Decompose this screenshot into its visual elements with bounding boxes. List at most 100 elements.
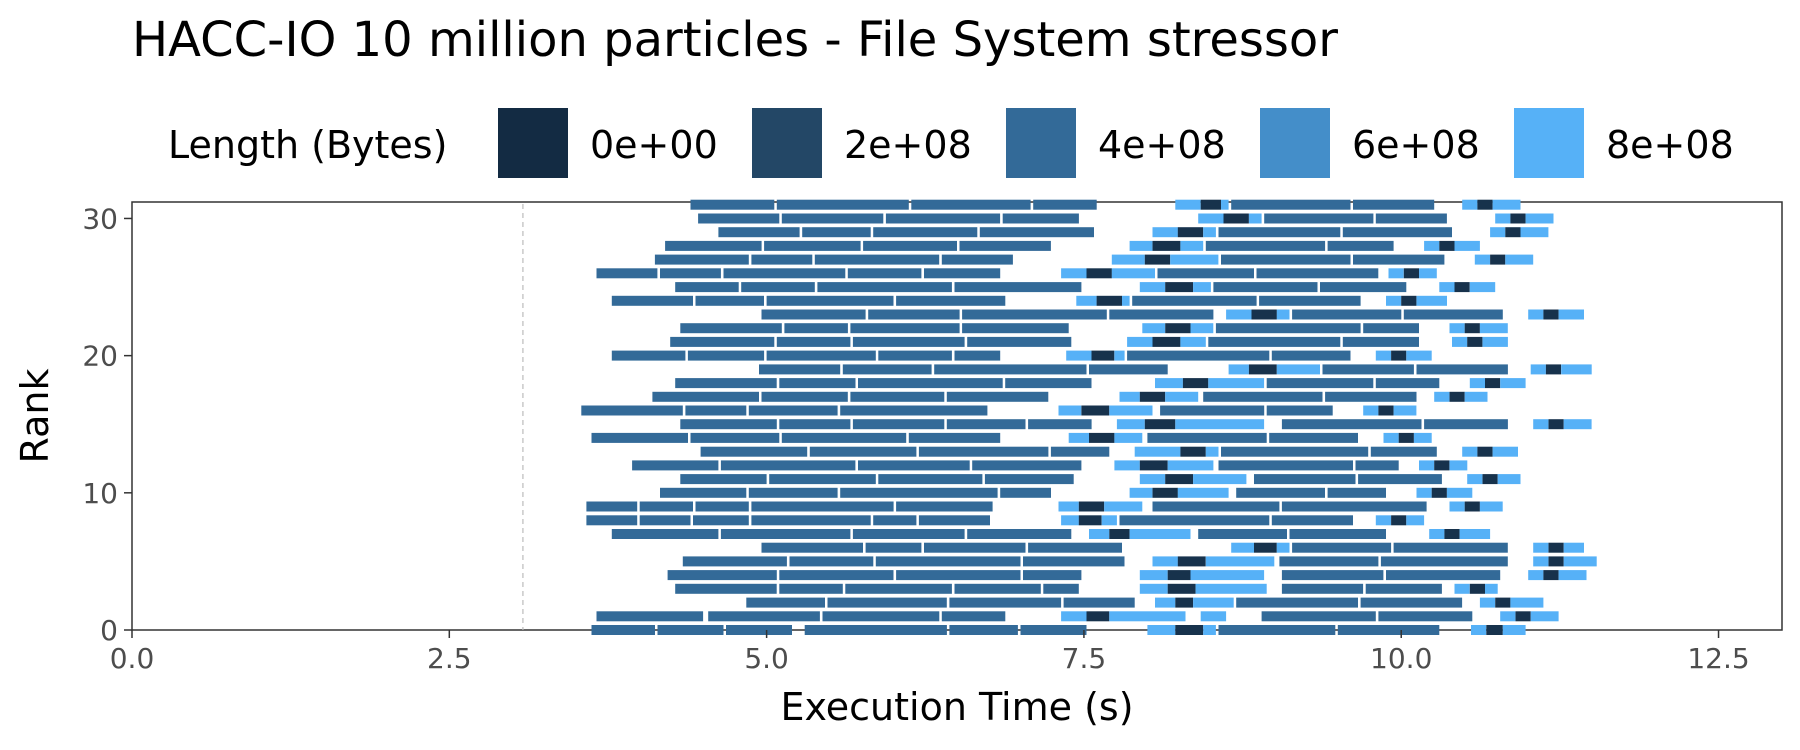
y-tick-label-3: 30 xyxy=(82,202,118,235)
bar-rank-3-12 xyxy=(1485,583,1498,594)
bar-rank-24-7 xyxy=(1132,295,1257,306)
bar-rank-21-5 xyxy=(1152,336,1181,347)
bar-rank-2-7 xyxy=(1236,597,1358,608)
bar-rank-30-9 xyxy=(1495,213,1511,224)
bar-rank-7-10 xyxy=(1444,529,1460,539)
bar-rank-29-8 xyxy=(1342,227,1452,238)
bar-rank-12-4 xyxy=(1114,460,1140,471)
bar-rank-29-5 xyxy=(1177,227,1204,238)
bar-rank-5-3 xyxy=(1023,556,1125,567)
bar-rank-13-11 xyxy=(1492,446,1518,457)
bar-rank-9-2 xyxy=(695,501,749,512)
bar-rank-22-5 xyxy=(1165,323,1191,334)
bar-rank-28-7 xyxy=(1205,240,1326,251)
bar-rank-5-8 xyxy=(1380,556,1508,567)
bar-rank-0-0 xyxy=(591,625,655,635)
bar-rank-26-12 xyxy=(1419,268,1437,279)
bar-rank-4-3 xyxy=(1023,570,1082,581)
bar-rank-11-11 xyxy=(1497,474,1521,485)
y-tick-label-2: 20 xyxy=(82,340,118,373)
bar-rank-2-5 xyxy=(1175,597,1194,608)
bar-rank-26-11 xyxy=(1403,268,1419,279)
bar-rank-16-7 xyxy=(1160,405,1265,416)
bar-rank-3-4 xyxy=(1043,583,1079,594)
bar-rank-24-3 xyxy=(896,295,1006,306)
bar-rank-9-9 xyxy=(1281,501,1427,512)
legend-title: Length (Bytes) xyxy=(168,123,447,167)
bar-rank-16-10 xyxy=(1378,405,1394,416)
bar-rank-15-5 xyxy=(1116,419,1145,430)
bar-rank-14-7 xyxy=(1147,432,1267,443)
bar-rank-9-3 xyxy=(751,501,894,512)
bar-rank-27-3 xyxy=(941,254,1013,265)
bar-rank-5-6 xyxy=(1205,556,1275,567)
bar-rank-21-11 xyxy=(1482,336,1508,347)
bar-rank-23-7 xyxy=(1292,309,1402,320)
bar-rank-28-9 xyxy=(1424,240,1440,251)
x-tick-label-4: 10.0 xyxy=(1370,642,1432,675)
bar-rank-1-0 xyxy=(596,611,704,622)
bar-rank-17-0 xyxy=(652,391,759,402)
bar-rank-11-6 xyxy=(1193,474,1247,485)
bar-rank-18-4 xyxy=(1155,378,1183,389)
bar-rank-29-6 xyxy=(1203,227,1216,238)
bar-rank-20-1 xyxy=(687,350,765,361)
bar-rank-18-3 xyxy=(1005,378,1092,389)
bar-rank-29-3 xyxy=(979,227,1094,238)
bar-rank-18-8 xyxy=(1375,378,1440,389)
bar-rank-15-1 xyxy=(779,419,851,430)
bar-rank-13-6 xyxy=(1205,446,1219,457)
bar-rank-23-9 xyxy=(1528,309,1544,320)
bar-rank-1-12 xyxy=(1530,611,1559,622)
bar-rank-12-7 xyxy=(1218,460,1353,471)
bar-rank-3-9 xyxy=(1365,583,1442,594)
bar-rank-22-6 xyxy=(1190,323,1214,334)
bar-rank-23-11 xyxy=(1558,309,1584,320)
bar-rank-8-6 xyxy=(1061,515,1079,526)
bar-rank-12-11 xyxy=(1449,460,1468,471)
bar-rank-6-2 xyxy=(924,542,1026,553)
bar-rank-14-11 xyxy=(1413,432,1432,443)
bar-rank-10-7 xyxy=(1236,487,1325,498)
bar-rank-27-2 xyxy=(814,254,940,265)
bar-rank-23-3 xyxy=(1109,309,1214,320)
y-axis: 0 10 20 30 xyxy=(82,202,132,647)
bar-rank-6-0 xyxy=(761,542,863,553)
bar-rank-23-0 xyxy=(761,309,866,320)
bar-rank-27-4 xyxy=(1111,254,1145,265)
bar-rank-8-4 xyxy=(873,515,917,526)
bar-rank-17-3 xyxy=(946,391,1049,402)
bar-rank-11-9 xyxy=(1467,474,1483,485)
bar-rank-8-0 xyxy=(586,515,638,526)
bar-rank-5-7 xyxy=(1279,556,1379,567)
bar-rank-31-4 xyxy=(1175,199,1201,210)
bar-rank-23-4 xyxy=(1226,309,1252,320)
bar-rank-13-8 xyxy=(1370,446,1437,457)
bar-rank-28-0 xyxy=(665,240,762,251)
bar-rank-5-10 xyxy=(1548,556,1564,567)
bar-rank-14-9 xyxy=(1383,432,1399,443)
bar-rank-19-10 xyxy=(1545,364,1562,375)
bar-rank-3-10 xyxy=(1454,583,1470,594)
bar-rank-12-1 xyxy=(720,460,856,471)
bar-rank-3-1 xyxy=(779,583,843,594)
bar-rank-28-11 xyxy=(1454,240,1480,251)
bar-rank-18-1 xyxy=(779,378,856,389)
bar-rank-26-5 xyxy=(1061,268,1087,279)
bar-rank-26-8 xyxy=(1157,268,1254,279)
bar-rank-3-8 xyxy=(1281,583,1364,594)
bar-rank-11-0 xyxy=(680,474,767,485)
bar-rank-10-11 xyxy=(1446,487,1473,498)
bar-rank-28-8 xyxy=(1327,240,1394,251)
bar-rank-6-5 xyxy=(1254,542,1277,553)
bar-rank-1-5 xyxy=(1086,611,1110,622)
bar-rank-5-0 xyxy=(682,556,787,567)
bar-rank-8-7 xyxy=(1078,515,1102,526)
bar-rank-9-10 xyxy=(1449,501,1465,512)
bar-rank-16-3 xyxy=(840,405,988,416)
bar-rank-20-12 xyxy=(1406,350,1432,361)
bar-rank-7-5 xyxy=(1109,529,1130,539)
bar-rank-6-10 xyxy=(1548,542,1564,553)
bar-rank-19-1 xyxy=(842,364,932,375)
bar-rank-30-7 xyxy=(1264,213,1374,224)
